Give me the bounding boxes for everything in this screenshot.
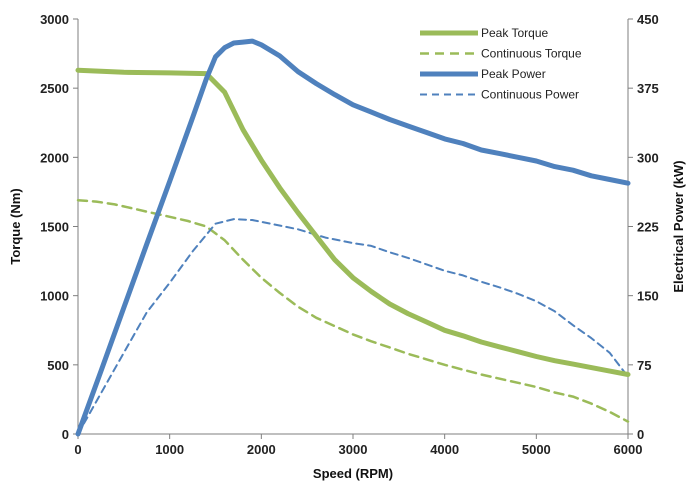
- y2-tick-label: 450: [637, 12, 659, 27]
- y-tick-label: 2500: [40, 81, 69, 96]
- y2-tick-label: 75: [637, 358, 651, 373]
- series-group: [75, 38, 631, 437]
- y-tick-label: 500: [47, 358, 69, 373]
- x-tick-label: 2000: [247, 442, 276, 457]
- legend-label-continuous-torque: Continuous Torque: [481, 47, 582, 61]
- series-line-peak-power: [75, 38, 631, 437]
- x-tick-label: 6000: [614, 442, 643, 457]
- y-tick-label: 1500: [40, 220, 69, 235]
- x-tick-label: 3000: [339, 442, 368, 457]
- x-axis-title: Speed (RPM): [313, 466, 393, 481]
- legend: Peak Torque Continuous Torque Peak Power Co…: [420, 26, 582, 102]
- y2-tick-label: 300: [637, 150, 659, 165]
- legend-label-peak-torque: Peak Torque: [481, 26, 548, 40]
- y2-tick-label: 150: [637, 289, 659, 304]
- y-tick-label: 3000: [40, 12, 69, 27]
- y2-axis-title: Electrical Power (kW): [671, 160, 686, 292]
- series-line-continuous-torque: [76, 198, 630, 423]
- legend-label-continuous-power: Continuous Power: [481, 88, 579, 102]
- y-tick-label: 2000: [40, 150, 69, 165]
- y2-tick-label: 375: [637, 81, 659, 96]
- y-tick-label: 0: [62, 427, 69, 442]
- y-tick-label: 1000: [40, 289, 69, 304]
- y-axis-title: Torque (Nm): [8, 188, 23, 264]
- series-line-peak-torque: [75, 67, 631, 377]
- x-tick-label: 4000: [430, 442, 459, 457]
- y2-tick-label: 0: [637, 427, 644, 442]
- legend-label-peak-power: Peak Power: [481, 67, 546, 81]
- y2-tick-label: 225: [637, 220, 659, 235]
- x-tick-label: 5000: [522, 442, 551, 457]
- x-tick-label: 0: [74, 442, 81, 457]
- x-tick-label: 1000: [155, 442, 184, 457]
- axes-group: 0 1000 2000 3000 4000 5000 6000050010001500200…: [40, 12, 659, 457]
- series-line-continuous-power: [77, 218, 629, 435]
